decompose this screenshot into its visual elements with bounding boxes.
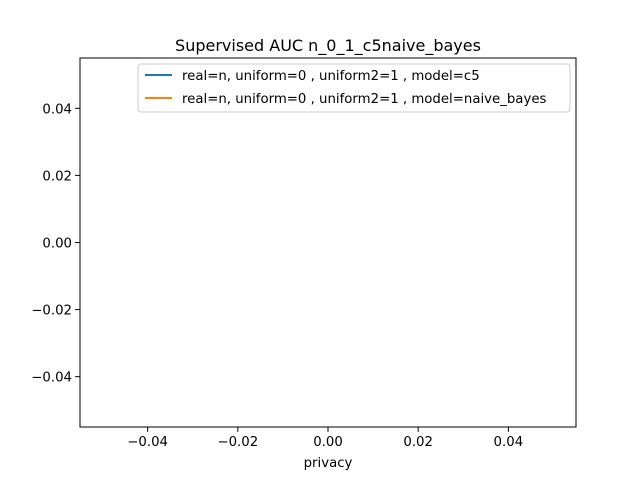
legend-box: [137, 63, 571, 113]
x-tick-label: −0.02: [217, 435, 258, 450]
y-tick-label: −0.04: [31, 371, 72, 386]
legend-label-c5: real=n, uniform=0 , uniform2=1 , model=c…: [182, 69, 480, 84]
plot-area: [79, 57, 577, 428]
legend: real=n, uniform=0 , uniform2=1 , model=c…: [137, 63, 571, 113]
legend-label-naive-bayes: real=n, uniform=0 , uniform2=1 , model=n…: [182, 92, 546, 107]
y-axis: 0.04 0.02 0.00 −0.02 −0.04: [31, 102, 80, 386]
x-tick-label: 0.04: [494, 435, 524, 450]
y-tick-label: 0.04: [42, 102, 72, 117]
y-tick-label: −0.02: [31, 304, 72, 319]
y-tick-label: 0.00: [42, 237, 72, 252]
x-axis-label: privacy: [304, 456, 353, 471]
x-tick-label: 0.00: [313, 435, 343, 450]
chart-title: Supervised AUC n_0_1_c5naive_bayes: [175, 36, 481, 56]
x-axis: −0.04 −0.02 0.00 0.02 0.04: [127, 427, 523, 450]
x-tick-label: −0.04: [127, 435, 168, 450]
x-tick-label: 0.02: [403, 435, 433, 450]
y-tick-label: 0.02: [42, 169, 72, 184]
